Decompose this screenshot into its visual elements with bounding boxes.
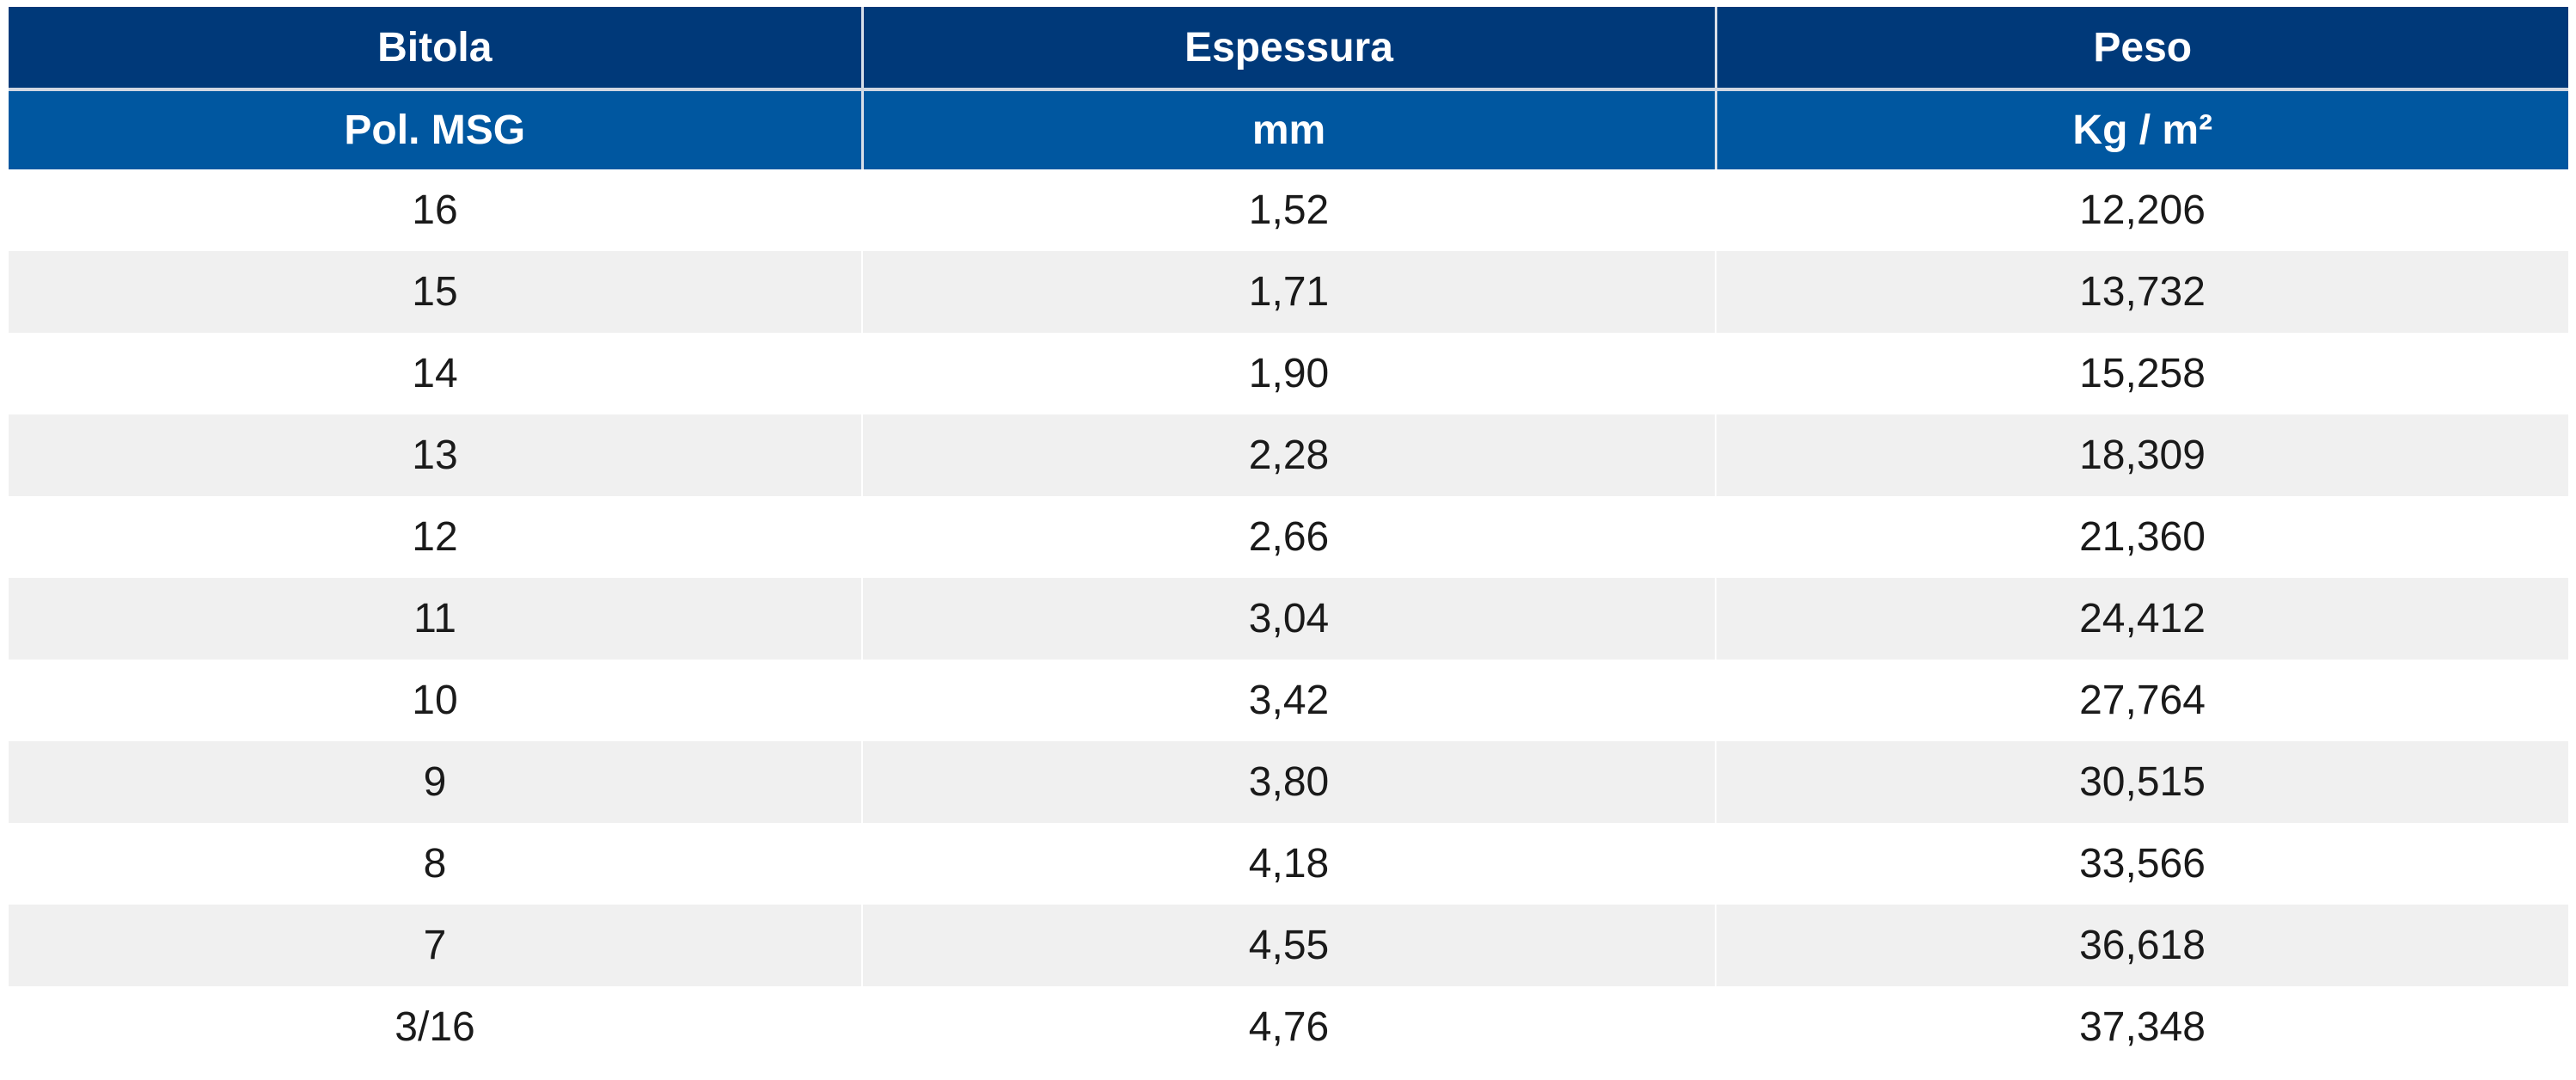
table-row: 11 3,04 24,412: [9, 578, 2568, 660]
cell-bitola: 14: [9, 333, 862, 414]
cell-peso: 24,412: [1715, 578, 2568, 660]
table-row: 10 3,42 27,764: [9, 660, 2568, 741]
cell-bitola: 10: [9, 660, 862, 741]
cell-espessura: 4,18: [861, 823, 1716, 905]
header-unit-bitola: Pol. MSG: [9, 89, 862, 169]
cell-espessura: 3,42: [861, 660, 1716, 741]
table-row: 3/16 4,76 37,348: [9, 986, 2568, 1068]
cell-peso: 18,309: [1715, 414, 2568, 496]
table-row: 7 4,55 36,618: [9, 905, 2568, 986]
cell-peso: 30,515: [1715, 741, 2568, 823]
cell-espessura: 1,71: [861, 251, 1716, 333]
cell-espessura: 1,90: [861, 333, 1716, 414]
cell-bitola: 15: [9, 251, 862, 333]
table-row: 9 3,80 30,515: [9, 741, 2568, 823]
header-unit-espessura: mm: [860, 89, 1716, 169]
table-row: 8 4,18 33,566: [9, 823, 2568, 905]
cell-peso: 15,258: [1715, 333, 2568, 414]
cell-bitola: 7: [9, 905, 862, 986]
cell-peso: 33,566: [1715, 823, 2568, 905]
table-row: 16 1,52 12,206: [9, 169, 2568, 251]
cell-bitola: 9: [9, 741, 862, 823]
cell-peso: 21,360: [1715, 496, 2568, 578]
cell-espessura: 4,55: [861, 905, 1716, 986]
header-row-units: Pol. MSG mm Kg / m²: [9, 89, 2568, 169]
header-unit-peso: Kg / m²: [1714, 89, 2568, 169]
cell-bitola: 13: [9, 414, 862, 496]
gauge-table: Bitola Espessura Peso Pol. MSG mm Kg / m…: [9, 7, 2568, 1068]
cell-bitola: 8: [9, 823, 862, 905]
cell-espessura: 3,04: [861, 578, 1716, 660]
table-header: Bitola Espessura Peso Pol. MSG mm Kg / m…: [9, 7, 2568, 169]
table-row: 12 2,66 21,360: [9, 496, 2568, 578]
cell-espessura: 1,52: [861, 169, 1716, 251]
table-body: 16 1,52 12,206 15 1,71 13,732 14 1,90 15,258 13 2,…: [9, 169, 2568, 1068]
cell-peso: 36,618: [1715, 905, 2568, 986]
cell-bitola: 11: [9, 578, 862, 660]
table-row: 14 1,90 15,258: [9, 333, 2568, 414]
cell-bitola: 16: [9, 169, 862, 251]
cell-peso: 13,732: [1715, 251, 2568, 333]
cell-espessura: 3,80: [861, 741, 1716, 823]
cell-bitola: 12: [9, 496, 862, 578]
cell-peso: 12,206: [1715, 169, 2568, 251]
cell-espessura: 4,76: [861, 986, 1716, 1068]
cell-espessura: 2,66: [861, 496, 1716, 578]
header-peso: Peso: [1714, 7, 2568, 91]
header-bitola: Bitola: [9, 7, 862, 91]
cell-bitola: 3/16: [9, 986, 862, 1068]
header-row-titles: Bitola Espessura Peso: [9, 7, 2568, 91]
cell-peso: 27,764: [1715, 660, 2568, 741]
cell-espessura: 2,28: [861, 414, 1716, 496]
table-row: 13 2,28 18,309: [9, 414, 2568, 496]
table-row: 15 1,71 13,732: [9, 251, 2568, 333]
cell-peso: 37,348: [1715, 986, 2568, 1068]
header-espessura: Espessura: [860, 7, 1716, 91]
